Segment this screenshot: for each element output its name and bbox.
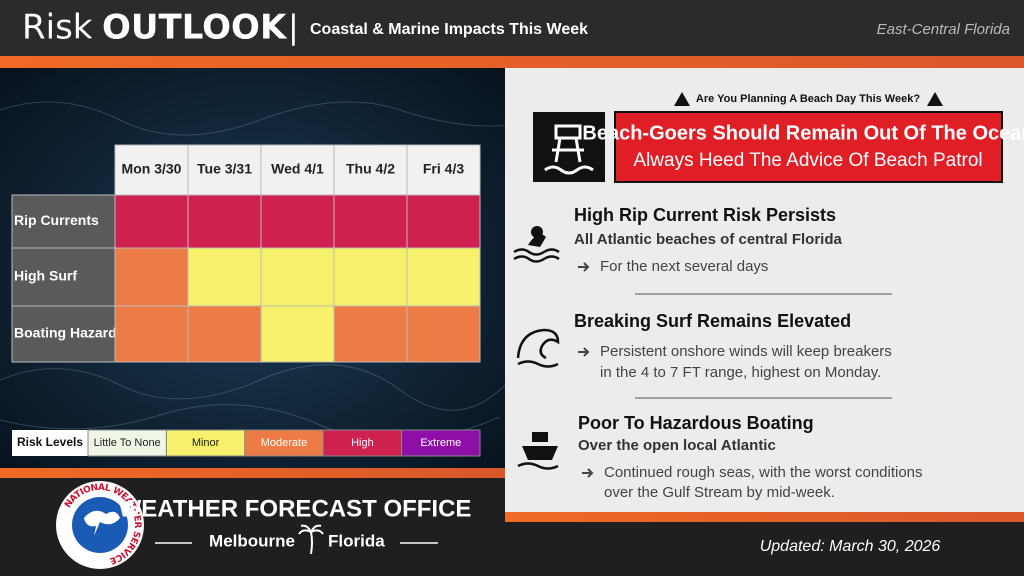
row-label: High Surf [14, 268, 77, 284]
risk-cell [406, 247, 481, 307]
legend-label: Minor [192, 437, 220, 449]
bottom-stripe [505, 512, 1024, 522]
risk-cell [114, 247, 189, 307]
risk-cell [260, 305, 335, 363]
bottom-left-stripe [0, 468, 505, 478]
legend-label: Little To None [94, 437, 161, 449]
legend-swatch [322, 429, 403, 457]
row-label: Boating Hazards [14, 325, 125, 341]
risk-cell [114, 305, 189, 363]
region: East-Central Florida [877, 21, 1010, 38]
logo-center [72, 497, 128, 553]
row-label-cell [11, 194, 116, 249]
legend-swatch [244, 429, 324, 457]
palm-icon [298, 524, 324, 555]
impact-detail: in the 4 to 7 FT range, highest on Monda… [600, 364, 881, 381]
top-bar [0, 0, 1024, 56]
risk-cell [260, 247, 335, 307]
impact-title: Poor To Hazardous Boating [578, 413, 814, 433]
row-label-cell [11, 305, 116, 363]
risk-cell [333, 194, 408, 249]
risk-cell [187, 305, 262, 363]
risk-cell [333, 305, 408, 363]
impact-subtitle: All Atlantic beaches of central Florida [574, 231, 842, 248]
column-header-cell [406, 144, 481, 196]
arrow [578, 347, 590, 357]
beach-question: Are You Planning A Beach Day This Week? [696, 93, 920, 105]
impact-detail: For the next several days [600, 258, 768, 275]
title-prefix: Risk [22, 8, 93, 48]
office-name: WEATHER FORECAST OFFICE [119, 495, 472, 522]
column-header: Mon 3/30 [122, 161, 182, 177]
warning-icons [674, 92, 943, 106]
impact-title: High Rip Current Risk Persists [574, 205, 836, 225]
risk-table: Mon 3/30 Tue 3/31 Wed 4/1 Thu 4/2 Fri 4/3 Rip… [11, 144, 481, 363]
legend-swatch [165, 429, 246, 457]
column-header: Fri 4/3 [423, 161, 464, 177]
column-header-cell [114, 144, 189, 196]
impact-detail: Continued rough seas, with the worst con… [604, 464, 923, 481]
impact-detail: over the Gulf Stream by mid-week. [604, 484, 835, 501]
risk-cell [406, 305, 481, 363]
row-label: Rip Currents [14, 212, 99, 228]
column-header: Wed 4/1 [271, 161, 324, 177]
state: Florida [328, 531, 385, 550]
wave-icon [516, 328, 560, 368]
lifeguard-tower [544, 124, 594, 175]
subtitle: Coastal & Marine Impacts This Week [310, 21, 588, 38]
swimmer-icon [513, 226, 560, 263]
boat-icon [517, 432, 559, 470]
impact-subtitle: Over the open local Atlantic [578, 437, 776, 454]
arrow [578, 262, 590, 272]
title-main: OUTLOOK [102, 8, 288, 48]
legend-swatch [401, 429, 481, 457]
risk-cell [260, 194, 335, 249]
top-stripe [0, 56, 1024, 68]
impact-title: Breaking Surf Remains Elevated [574, 311, 851, 331]
risk-cell [187, 247, 262, 307]
impacts: High Rip Current Risk Persists All Atlant… [574, 205, 923, 501]
arrow [582, 468, 594, 478]
updated: Updated: March 30, 2026 [760, 538, 941, 555]
legend-title: Risk Levels [17, 435, 83, 449]
risk-cell [187, 194, 262, 249]
lifeguard-icon [533, 112, 605, 182]
risk-cell [333, 247, 408, 307]
legend-label: Moderate [261, 437, 307, 449]
risk-cell [406, 194, 481, 249]
legend-label: High [351, 437, 374, 449]
legend-label: Extreme [420, 437, 461, 449]
risk-cell [114, 194, 189, 249]
alert-subline: Always Heed The Advice Of Beach Patrol [633, 150, 982, 171]
column-header: Thu 4/2 [346, 161, 395, 177]
legend-title-cell [12, 430, 88, 456]
impact-detail: Persistent onshore winds will keep break… [600, 343, 892, 360]
title-separator: | [288, 8, 299, 46]
legend: Risk Levels Little To None Minor Moderate Hi… [12, 429, 481, 457]
city: Melbourne [209, 531, 295, 550]
logo-cloud [84, 510, 120, 536]
alert-box [614, 111, 1003, 183]
alert-headline: Beach-Goers Should Remain Out Of The Oce… [582, 122, 1024, 144]
column-header: Tue 3/31 [197, 161, 252, 177]
